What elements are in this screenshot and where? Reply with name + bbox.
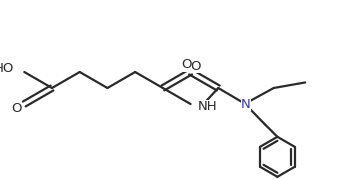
Text: O: O (11, 102, 21, 114)
Text: NH: NH (197, 100, 217, 112)
Text: N: N (241, 98, 251, 111)
Text: O: O (181, 58, 192, 71)
Text: HO: HO (0, 62, 14, 75)
Text: O: O (190, 60, 201, 73)
